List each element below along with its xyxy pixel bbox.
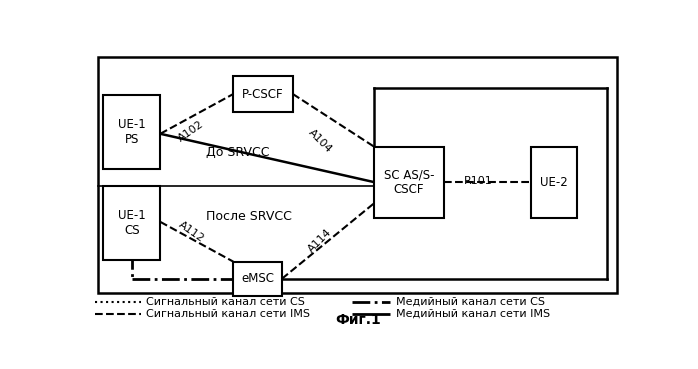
Bar — [98, 57, 617, 293]
Text: Медийный канал сети IMS: Медийный канал сети IMS — [396, 308, 550, 319]
Text: UE-1
PS: UE-1 PS — [118, 118, 146, 146]
Bar — [530, 146, 577, 218]
Text: R101: R101 — [463, 176, 492, 186]
Bar — [103, 96, 161, 169]
Text: После SRVCC: После SRVCC — [207, 210, 292, 223]
Text: A104: A104 — [306, 127, 334, 155]
Bar — [233, 262, 282, 296]
Bar — [233, 76, 293, 113]
Bar — [103, 186, 161, 260]
Text: Медийный канал сети CS: Медийный канал сети CS — [396, 297, 544, 307]
Text: UE-1
CS: UE-1 CS — [118, 209, 146, 237]
Bar — [374, 146, 445, 218]
Text: Фиг.1: Фиг.1 — [335, 313, 380, 327]
Text: A114: A114 — [306, 227, 334, 254]
Text: A102: A102 — [177, 118, 206, 143]
Text: eMSC: eMSC — [241, 272, 274, 285]
Text: Сигнальный канал сети IMS: Сигнальный канал сети IMS — [146, 308, 310, 319]
Text: Сигнальный канал сети CS: Сигнальный канал сети CS — [146, 297, 304, 307]
Text: A112: A112 — [177, 220, 206, 244]
Text: P-CSCF: P-CSCF — [242, 87, 284, 100]
Text: До SRVCC: До SRVCC — [207, 146, 269, 159]
Text: SC AS/S-
CSCF: SC AS/S- CSCF — [384, 168, 434, 196]
Text: UE-2: UE-2 — [540, 176, 567, 189]
